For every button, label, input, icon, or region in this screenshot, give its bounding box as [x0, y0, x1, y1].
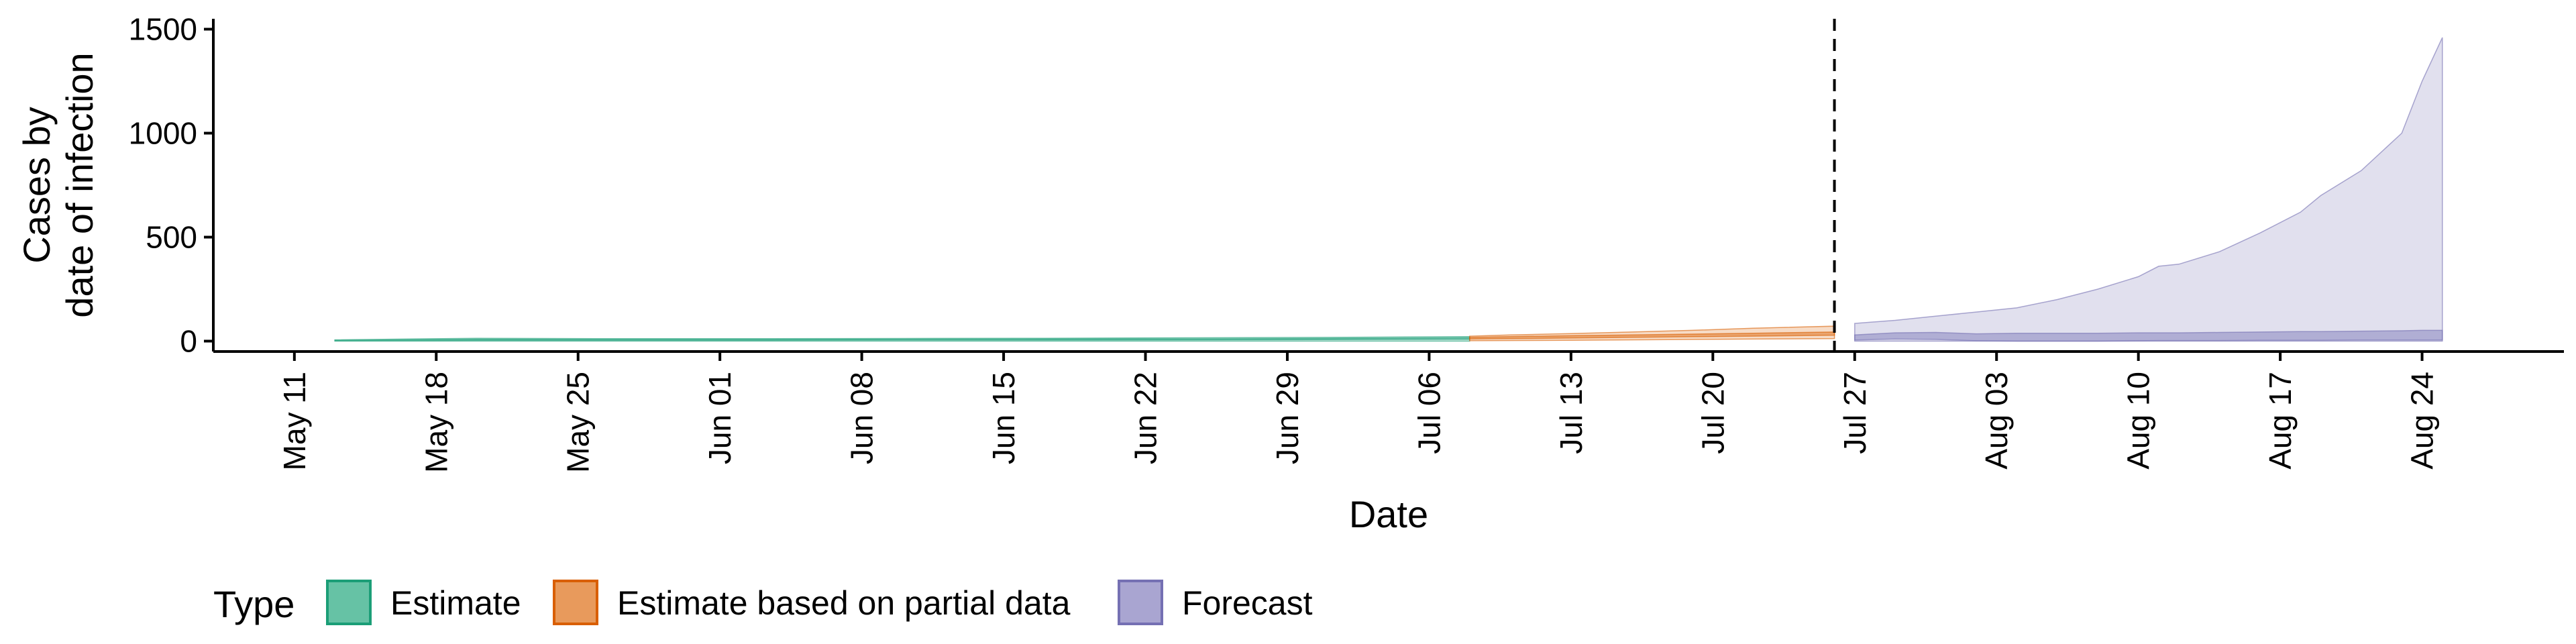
y-axis-ticks: 0 500 1000 1500 [129, 12, 213, 359]
x-tick-label: May 25 [561, 372, 596, 473]
x-tick-label: Jul 13 [1554, 372, 1589, 454]
x-tick-label: Aug 17 [2263, 372, 2298, 470]
x-axis-ticks: May 11 May 18 May 25 Jun 01 Jun 08 Jun 15 Jun … [277, 352, 2440, 473]
legend-title: Type [213, 583, 294, 625]
legend: Type Estimate Estimate based on partial … [213, 580, 1313, 625]
y-tick-label: 500 [146, 220, 197, 255]
x-tick-label: Jun 29 [1270, 372, 1305, 464]
x-tick-label: Aug 03 [1979, 372, 2014, 470]
x-tick-label: Aug 24 [2405, 372, 2440, 470]
legend-label-partial: Estimate based on partial data [617, 584, 1071, 622]
legend-key-estimate [326, 580, 372, 625]
x-tick-label: Jul 20 [1695, 372, 1730, 454]
x-tick-label: Jun 15 [986, 372, 1021, 464]
x-tick-label: Jun 08 [845, 372, 879, 464]
y-axis-title-line-1: Cases by [15, 107, 58, 263]
legend-key-forecast [1118, 580, 1163, 625]
x-tick-label: May 11 [277, 372, 312, 470]
ribbon-outer-partial [1469, 325, 1835, 341]
ribbon-layer [334, 37, 2443, 342]
x-tick-label: Jul 27 [1837, 372, 1872, 454]
ribbon-outer-forecast [1854, 37, 2443, 342]
y-tick-label: 1000 [129, 116, 197, 151]
legend-label-estimate: Estimate [390, 584, 521, 622]
legend-key-partial [553, 580, 598, 625]
x-tick-label: Jun 22 [1128, 372, 1163, 464]
x-tick-label: Jun 01 [702, 372, 737, 464]
y-tick-label: 1500 [129, 12, 197, 47]
y-axis-title-line-2: date of infection [58, 52, 101, 317]
y-tick-label: 0 [180, 324, 197, 359]
x-axis-title: Date [1349, 493, 1428, 535]
legend-label-forecast: Forecast [1182, 584, 1313, 622]
x-tick-label: May 18 [419, 372, 453, 473]
x-tick-label: Aug 10 [2121, 372, 2156, 470]
x-tick-label: Jul 06 [1411, 372, 1446, 454]
ribbon-inner-partial [1469, 331, 1835, 340]
ribbon-inner-forecast [1854, 329, 2443, 342]
